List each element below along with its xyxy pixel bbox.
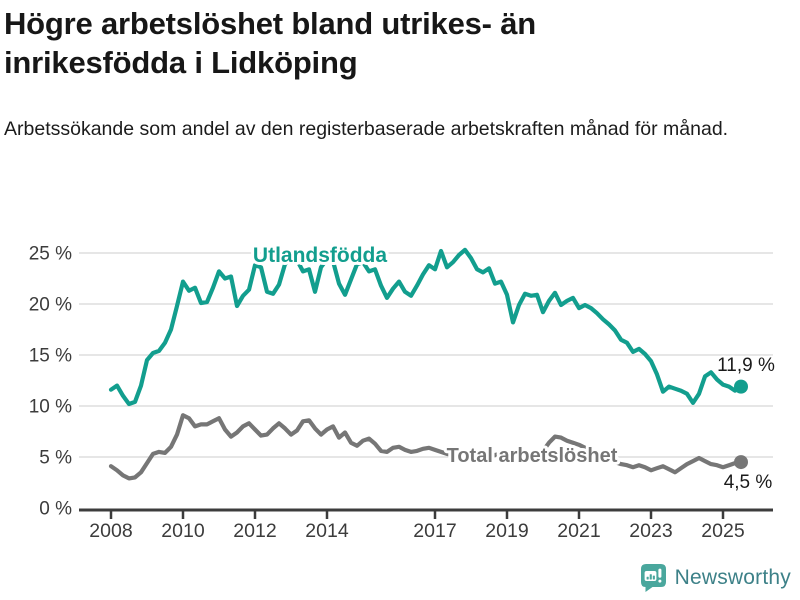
series-line-total (108, 413, 744, 481)
x-axis-tick-label: 2010 (161, 520, 205, 542)
series-label: Utlandsfödda (253, 244, 387, 267)
newsworthy-logo-icon (640, 564, 666, 592)
brand-name: Newsworthy (674, 565, 791, 589)
series-end-dot (734, 379, 748, 394)
x-axis-tick-label: 2017 (413, 520, 456, 542)
y-axis-tick-label: 0 % (39, 499, 72, 520)
x-axis-tick-label: 2012 (233, 520, 276, 542)
series-end-value-label: 11,9 % (717, 355, 775, 376)
series-line-utlandsfodda (108, 247, 744, 407)
chart-subtitle: Arbetssökande som andel av den registerb… (4, 118, 729, 140)
y-axis-tick-label: 10 % (29, 397, 72, 418)
x-axis-tick-label: 2023 (629, 520, 672, 542)
y-axis-tick-label: 25 % (29, 244, 72, 265)
y-axis-tick-label: 15 % (29, 346, 72, 367)
y-axis-tick-label: 20 % (29, 295, 72, 316)
x-axis-tick-label: 2025 (701, 520, 745, 542)
series-label: Total arbetslöshet (447, 445, 618, 467)
series-end-value-label: 4,5 % (724, 472, 773, 493)
series-end-dot (734, 455, 748, 470)
y-axis-tick-label: 5 % (39, 448, 72, 469)
x-axis-tick-label: 2014 (305, 520, 349, 542)
x-axis-tick-label: 2019 (485, 520, 528, 542)
page-title: Högre arbetslöshet bland utrikes- än inr… (4, 6, 536, 80)
footer-brand: Newsworthy (640, 563, 791, 592)
x-axis-tick-label: 2008 (89, 520, 132, 542)
chart-header: Högre arbetslöshet bland utrikes- än inr… (4, 4, 796, 144)
x-axis-tick-label: 2021 (557, 520, 600, 542)
